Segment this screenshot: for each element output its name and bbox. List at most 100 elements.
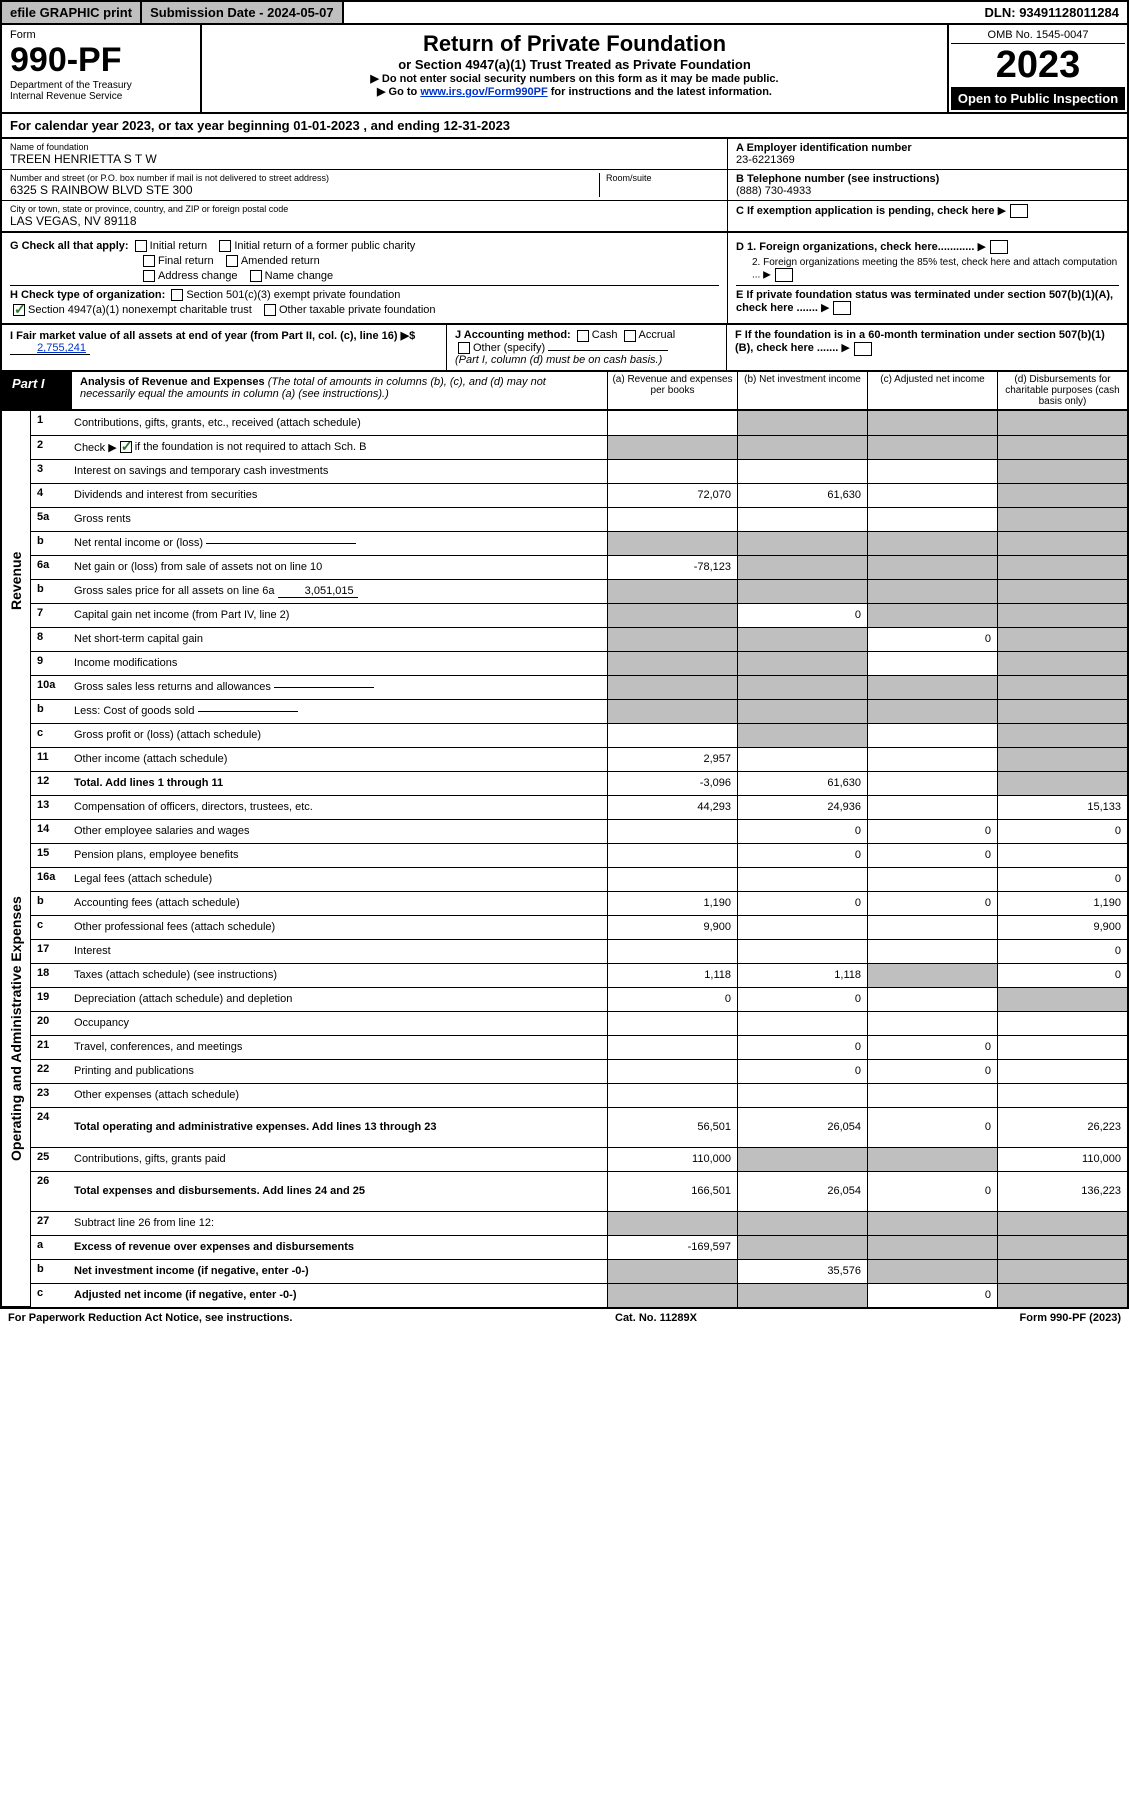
d2-checkbox[interactable] <box>775 268 793 282</box>
line-5b: bNet rental income or (loss) <box>30 531 1127 555</box>
line-10c: cGross profit or (loss) (attach schedule… <box>30 723 1127 747</box>
sidebar: Revenue Operating and Administrative Exp… <box>2 411 30 1307</box>
name-label: Name of foundation <box>10 142 719 152</box>
l14-d: 0 <box>997 820 1127 843</box>
h-4947-checkbox[interactable] <box>13 304 25 316</box>
initial-former-label: Initial return of a former public charit… <box>234 240 415 252</box>
line-10a: 10aGross sales less returns and allowanc… <box>30 675 1127 699</box>
l25-d: 110,000 <box>997 1148 1127 1171</box>
l16b-d: 1,190 <box>997 892 1127 915</box>
l27-desc: Subtract line 26 from line 12: <box>68 1212 607 1235</box>
line-12: 12Total. Add lines 1 through 11 -3,096 6… <box>30 771 1127 795</box>
name-change-label: Name change <box>265 270 334 282</box>
l13-d: 15,133 <box>997 796 1127 819</box>
form-header: Form 990-PF Department of the Treasury I… <box>0 25 1129 114</box>
amended-return-checkbox[interactable] <box>226 255 238 267</box>
l18-b: 1,118 <box>737 964 867 987</box>
h-501c3-checkbox[interactable] <box>171 289 183 301</box>
l24-a: 56,501 <box>607 1108 737 1147</box>
l8-c: 0 <box>867 628 997 651</box>
other-method-checkbox[interactable] <box>458 342 470 354</box>
l22-b: 0 <box>737 1060 867 1083</box>
efile-print-button[interactable]: efile GRAPHIC print <box>2 2 142 23</box>
other-specify-input[interactable] <box>548 350 668 351</box>
street-address: 6325 S RAINBOW BLVD STE 300 <box>10 183 599 197</box>
l16b-b: 0 <box>737 892 867 915</box>
expenses-sidebar: Operating and Administrative Expenses <box>2 751 30 1307</box>
e-checkbox[interactable] <box>833 301 851 315</box>
line-7: 7Capital gain net income (from Part IV, … <box>30 603 1127 627</box>
l19-a: 0 <box>607 988 737 1011</box>
f-checkbox[interactable] <box>854 342 872 356</box>
form990pf-link[interactable]: www.irs.gov/Form990PF <box>420 86 547 98</box>
name-change-checkbox[interactable] <box>250 270 262 282</box>
form-number: 990-PF <box>10 41 192 80</box>
part1-header: Part I Analysis of Revenue and Expenses … <box>0 372 1129 411</box>
header-left: Form 990-PF Department of the Treasury I… <box>2 25 202 112</box>
d1-checkbox[interactable] <box>990 240 1008 254</box>
l26-b: 26,054 <box>737 1172 867 1211</box>
l12-b: 61,630 <box>737 772 867 795</box>
line-16b: bAccounting fees (attach schedule) 1,190… <box>30 891 1127 915</box>
calendar-year-row: For calendar year 2023, or tax year begi… <box>0 114 1129 139</box>
calyear-end: 12-31-2023 <box>444 118 511 133</box>
submission-date: Submission Date - 2024-05-07 <box>142 2 344 23</box>
l5b-input[interactable] <box>206 543 356 544</box>
part1-label: Part I <box>2 372 72 409</box>
line-21: 21Travel, conferences, and meetings 0 0 <box>30 1035 1127 1059</box>
l12-desc: Total. Add lines 1 through 11 <box>68 772 607 795</box>
foundation-name-cell: Name of foundation TREEN HENRIETTA S T W <box>2 139 727 170</box>
l16b-c: 0 <box>867 892 997 915</box>
l10a-input[interactable] <box>274 687 374 688</box>
note2-pre: ▶ Go to <box>377 86 420 98</box>
l27b-desc: Net investment income (if negative, ente… <box>68 1260 607 1283</box>
form-note-2: ▶ Go to www.irs.gov/Form990PF for instru… <box>212 85 937 98</box>
l25-a: 110,000 <box>607 1148 737 1171</box>
i-label: I Fair market value of all assets at end… <box>10 330 415 342</box>
j-label: J Accounting method: <box>455 329 571 341</box>
line-11: 11Other income (attach schedule) 2,957 <box>30 747 1127 771</box>
accrual-label: Accrual <box>639 329 676 341</box>
final-return-checkbox[interactable] <box>143 255 155 267</box>
address-change-checkbox[interactable] <box>143 270 155 282</box>
addr-label: Number and street (or P.O. box number if… <box>10 173 599 183</box>
sch-b-checkbox[interactable] <box>120 441 132 453</box>
l2-pre: Check ▶ <box>74 441 117 454</box>
footer-left: For Paperwork Reduction Act Notice, see … <box>8 1312 292 1324</box>
g-label: G Check all that apply: <box>10 240 129 252</box>
l9-desc: Income modifications <box>68 652 607 675</box>
initial-former-checkbox[interactable] <box>219 240 231 252</box>
line-19: 19Depreciation (attach schedule) and dep… <box>30 987 1127 1011</box>
l19-b: 0 <box>737 988 867 1011</box>
l6a-desc: Net gain or (loss) from sale of assets n… <box>68 556 607 579</box>
l23-desc: Other expenses (attach schedule) <box>68 1084 607 1107</box>
fmv-link[interactable]: 2,755,241 <box>10 342 90 355</box>
j-note: (Part I, column (d) must be on cash basi… <box>455 354 662 366</box>
note2-post: for instructions and the latest informat… <box>551 86 772 98</box>
l16a-desc: Legal fees (attach schedule) <box>68 868 607 891</box>
j-block: J Accounting method: Cash Accrual Other … <box>447 325 727 369</box>
l27a-desc: Excess of revenue over expenses and disb… <box>68 1236 607 1259</box>
l18-a: 1,118 <box>607 964 737 987</box>
line-6a: 6aNet gain or (loss) from sale of assets… <box>30 555 1127 579</box>
dept-label: Department of the Treasury <box>10 80 192 91</box>
calyear-pre: For calendar year 2023, or tax year begi… <box>10 118 293 133</box>
l10b-input[interactable] <box>198 711 298 712</box>
cash-checkbox[interactable] <box>577 330 589 342</box>
city-label: City or town, state or province, country… <box>10 204 719 214</box>
l21-c: 0 <box>867 1036 997 1059</box>
exemption-cell: C If exemption application is pending, c… <box>728 201 1127 221</box>
col-c-header: (c) Adjusted net income <box>867 372 997 409</box>
initial-return-checkbox[interactable] <box>135 240 147 252</box>
accrual-checkbox[interactable] <box>624 330 636 342</box>
l16c-a: 9,900 <box>607 916 737 939</box>
line-2: 2 Check ▶ if the foundation is not requi… <box>30 435 1127 459</box>
id-left: Name of foundation TREEN HENRIETTA S T W… <box>2 139 727 231</box>
l26-desc: Total expenses and disbursements. Add li… <box>68 1172 607 1211</box>
line-4: 4Dividends and interest from securities … <box>30 483 1127 507</box>
c-checkbox[interactable] <box>1010 204 1028 218</box>
l15-b: 0 <box>737 844 867 867</box>
l24-desc: Total operating and administrative expen… <box>68 1108 607 1147</box>
h-other-checkbox[interactable] <box>264 304 276 316</box>
line-16c: cOther professional fees (attach schedul… <box>30 915 1127 939</box>
